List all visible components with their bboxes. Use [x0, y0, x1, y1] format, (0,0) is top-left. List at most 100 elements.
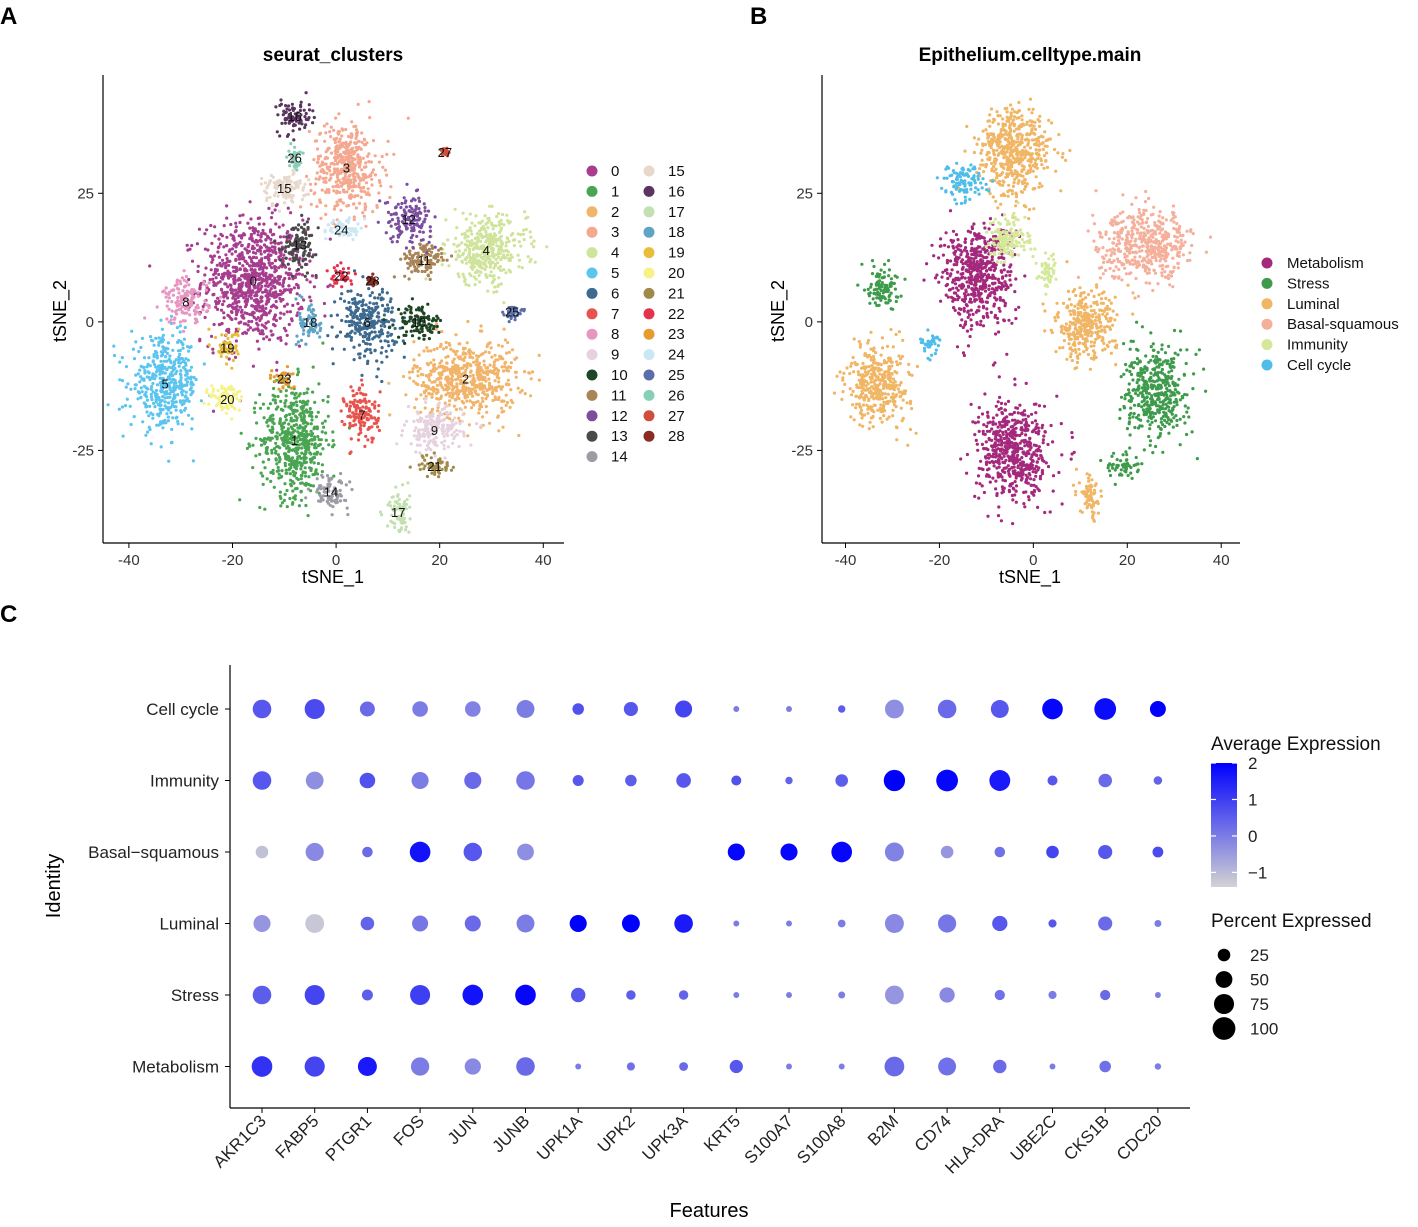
tsne-point	[291, 469, 295, 474]
tsne-point	[462, 434, 466, 438]
tsne-point	[229, 222, 233, 227]
tsne-point	[351, 162, 356, 166]
tsne-point	[406, 481, 410, 485]
tsne-point	[170, 309, 174, 313]
tsne-point	[467, 260, 471, 264]
tsne-point	[438, 410, 442, 414]
tsne-point	[348, 451, 352, 456]
tsne-point	[316, 410, 320, 414]
tsne-point	[414, 381, 418, 385]
tsne-point	[433, 215, 437, 219]
tsne-point	[334, 145, 338, 149]
tsne-point	[356, 161, 360, 165]
tsne-point	[132, 357, 137, 361]
tsne-point	[338, 499, 343, 503]
tsne-point	[324, 438, 328, 442]
tsne-point	[500, 410, 504, 414]
tsne-point	[255, 339, 259, 343]
tsne-point	[162, 421, 166, 425]
tsne-point	[261, 460, 265, 464]
tsne-point	[475, 370, 479, 374]
tsne-point	[342, 299, 347, 303]
tsne-point	[417, 207, 421, 211]
tsne-point	[337, 140, 341, 144]
tsne-point	[418, 451, 422, 455]
tsne-point	[272, 485, 276, 489]
tsne-point	[410, 256, 415, 260]
tsne-point	[479, 324, 483, 328]
tsne-point	[190, 427, 194, 431]
tsne-point	[347, 334, 352, 338]
tsne-point	[176, 419, 180, 424]
tsne-point	[279, 496, 283, 500]
tsne-point	[278, 336, 283, 340]
tsne-point	[384, 349, 388, 353]
tsne-point	[289, 211, 293, 215]
tsne-point	[211, 409, 216, 413]
tsne-point	[277, 460, 281, 464]
tsne-point	[181, 289, 185, 293]
tsne-point	[466, 434, 470, 438]
tsne-point	[141, 420, 145, 424]
tsne-point	[199, 281, 203, 286]
tsne-point	[477, 374, 481, 378]
tsne-point	[341, 397, 345, 401]
tsne-point	[250, 278, 254, 282]
tsne-point	[210, 241, 214, 245]
tsne-point	[382, 322, 386, 326]
tsne-point	[279, 424, 284, 428]
tsne-point	[358, 386, 362, 390]
tsne-point	[278, 421, 282, 426]
tsne-point	[419, 211, 423, 215]
tsne-point	[423, 217, 427, 221]
tsne-point	[504, 240, 508, 245]
tsne-point	[483, 267, 487, 272]
tsne-point	[420, 269, 424, 274]
tsne-point	[478, 402, 482, 406]
tsne-point	[465, 365, 469, 370]
tsne-point	[404, 525, 408, 529]
tsne-point	[131, 347, 135, 351]
tsne-point	[485, 410, 489, 414]
tsne-point	[155, 354, 159, 358]
tsne-point	[425, 346, 429, 350]
tsne-point	[238, 220, 242, 225]
tsne-point	[401, 326, 405, 330]
tsne-point	[445, 410, 449, 414]
tsne-point	[271, 284, 275, 288]
tsne-point	[510, 401, 515, 405]
tsne-point	[241, 313, 245, 317]
tsne-point	[365, 154, 370, 158]
tsne-point	[437, 401, 441, 405]
tsne-point	[256, 323, 260, 327]
tsne-point	[265, 278, 269, 283]
tsne-point	[324, 131, 328, 135]
tsne-point	[382, 313, 386, 317]
tsne-point	[492, 368, 496, 372]
tsne-point	[517, 240, 521, 244]
tsne-point	[389, 224, 393, 228]
tsne-point	[486, 372, 490, 377]
tsne-point	[446, 354, 450, 358]
tsne-point	[277, 472, 281, 476]
tsne-point	[235, 332, 239, 336]
tsne-point	[295, 334, 299, 338]
tsne-point	[213, 234, 217, 238]
tsne-point	[132, 415, 136, 419]
tsne-point	[219, 287, 224, 291]
tsne-point	[316, 435, 320, 439]
tsne-point	[439, 394, 443, 398]
tsne-point	[185, 243, 189, 247]
tsne-point	[269, 287, 273, 291]
tsne-point	[526, 215, 530, 219]
tsne-point	[450, 433, 454, 437]
tsne-point	[279, 241, 283, 245]
tsne-point	[503, 338, 507, 342]
tsne-point	[491, 261, 495, 265]
tsne-point	[239, 395, 244, 399]
tsne-point	[159, 354, 163, 358]
tsne-point	[223, 282, 227, 286]
tsne-point	[204, 288, 208, 292]
tsne-point	[386, 503, 390, 507]
tsne-point	[213, 225, 217, 229]
